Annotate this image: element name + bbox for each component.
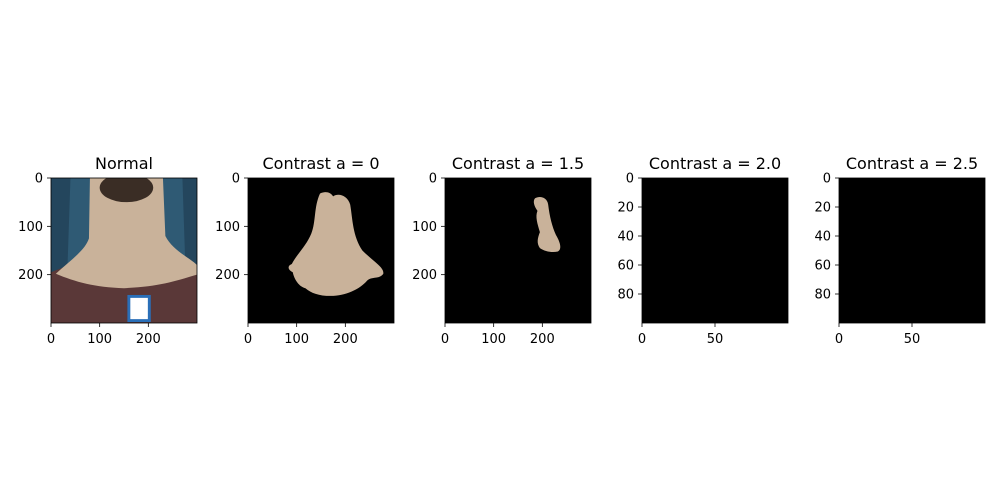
y-tick-label: 60 bbox=[617, 259, 634, 274]
y-tick-label: 200 bbox=[412, 268, 437, 283]
x-tick-label: 100 bbox=[481, 332, 506, 347]
image-content bbox=[248, 178, 394, 323]
subplot-title: Normal bbox=[95, 154, 153, 173]
subplot-title: Contrast a = 1.5 bbox=[452, 154, 584, 173]
x-tick-label: 0 bbox=[835, 332, 843, 347]
subplot-title: Contrast a = 2.0 bbox=[649, 154, 781, 173]
hair bbox=[99, 178, 154, 203]
subplot-1: Normal 0 100 200 0 100 200 bbox=[18, 154, 198, 347]
image-content bbox=[51, 178, 197, 323]
y-tick-label: 40 bbox=[814, 230, 831, 245]
y-tick-label: 200 bbox=[18, 268, 43, 283]
x-tick-label: 200 bbox=[333, 332, 358, 347]
y-tick-label: 0 bbox=[823, 172, 831, 187]
segmented-skin-region bbox=[288, 192, 384, 296]
x-tick-label: 0 bbox=[638, 332, 646, 347]
x-tick-label: 0 bbox=[441, 332, 449, 347]
y-tick-label: 0 bbox=[35, 172, 43, 187]
image-content bbox=[642, 178, 788, 323]
x-tick-label: 200 bbox=[530, 332, 555, 347]
x-tick-label: 0 bbox=[47, 332, 55, 347]
subplot-5: Contrast a = 2.5 0 50 0 20 40 60 80 bbox=[814, 154, 986, 347]
image-content bbox=[839, 178, 985, 323]
x-tick-label: 50 bbox=[707, 332, 724, 347]
subplot-title: Contrast a = 2.5 bbox=[846, 154, 978, 173]
subplot-2: Contrast a = 0 0 100 200 0 100 200 bbox=[215, 154, 395, 347]
y-tick-label: 100 bbox=[215, 220, 240, 235]
neck-skin bbox=[55, 178, 197, 289]
x-tick-label: 100 bbox=[87, 332, 112, 347]
axes-frame bbox=[247, 177, 395, 324]
subplot-3: Contrast a = 1.5 0 100 200 0 100 200 bbox=[412, 154, 592, 347]
black-background bbox=[445, 178, 591, 323]
y-tick-label: 80 bbox=[617, 288, 634, 303]
axes-frame bbox=[444, 177, 592, 324]
subplot-title: Contrast a = 0 bbox=[262, 154, 379, 173]
x-tick-label: 100 bbox=[284, 332, 309, 347]
image-content bbox=[445, 178, 591, 323]
y-tick-label: 40 bbox=[617, 230, 634, 245]
y-tick-label: 0 bbox=[626, 172, 634, 187]
subplot-4: Contrast a = 2.0 0 50 0 20 40 60 80 bbox=[617, 154, 789, 347]
y-tick-label: 20 bbox=[617, 201, 634, 216]
y-tick-label: 80 bbox=[814, 288, 831, 303]
segmented-skin-region bbox=[533, 197, 561, 253]
shirt-label bbox=[127, 294, 151, 323]
y-tick-label: 100 bbox=[412, 220, 437, 235]
axes-frame bbox=[50, 177, 198, 324]
y-tick-label: 100 bbox=[18, 220, 43, 235]
y-tick-label: 0 bbox=[429, 172, 437, 187]
y-tick-label: 60 bbox=[814, 259, 831, 274]
x-tick-label: 50 bbox=[904, 332, 921, 347]
x-tick-label: 0 bbox=[244, 332, 252, 347]
y-tick-label: 20 bbox=[814, 201, 831, 216]
black-image bbox=[839, 178, 985, 323]
y-tick-label: 200 bbox=[215, 268, 240, 283]
y-tick-label: 0 bbox=[232, 172, 240, 187]
black-image bbox=[642, 178, 788, 323]
x-tick-label: 200 bbox=[136, 332, 161, 347]
